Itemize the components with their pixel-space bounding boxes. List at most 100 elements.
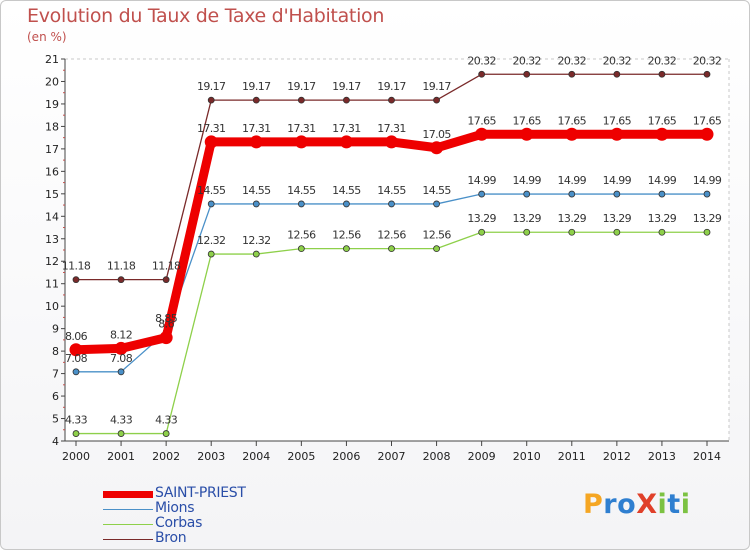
data-point-bron bbox=[297, 96, 305, 104]
x-tick-label: 2010 bbox=[513, 450, 541, 463]
data-point-bron bbox=[388, 96, 395, 104]
data-point-corbas bbox=[613, 228, 621, 236]
x-tick-label: 2005 bbox=[287, 450, 315, 463]
data-label-saint-priest: 17.31 bbox=[332, 122, 361, 135]
data-point-saint-priest bbox=[430, 141, 444, 155]
data-label-corbas: 12.56 bbox=[377, 229, 406, 242]
y-tick-label: 16 bbox=[45, 165, 59, 178]
data-point-corbas bbox=[72, 430, 80, 437]
data-label-saint-priest: 8.12 bbox=[110, 328, 132, 341]
data-label-bron: 20.32 bbox=[467, 54, 496, 67]
logo-letter: o bbox=[617, 489, 637, 520]
data-label-mions: 14.55 bbox=[287, 184, 316, 197]
data-label-bron: 19.17 bbox=[332, 80, 361, 93]
data-point-corbas bbox=[478, 228, 486, 236]
data-label-mions: 14.99 bbox=[512, 174, 541, 187]
data-point-corbas bbox=[207, 250, 215, 258]
data-label-mions: 14.55 bbox=[242, 184, 271, 197]
data-point-saint-priest bbox=[204, 135, 218, 149]
logo-letter: P bbox=[583, 489, 604, 520]
data-label-mions: 14.99 bbox=[648, 174, 677, 187]
data-point-corbas bbox=[297, 245, 305, 253]
data-label-corbas: 12.56 bbox=[287, 229, 316, 242]
data-label-mions: 14.55 bbox=[197, 184, 226, 197]
data-point-corbas bbox=[568, 228, 576, 236]
data-label-bron: 11.18 bbox=[152, 260, 181, 273]
legend-label-bron: Bron bbox=[155, 530, 187, 546]
data-point-bron bbox=[207, 96, 215, 104]
chart-title: Evolution du Taux de Taxe d'Habitation bbox=[27, 5, 385, 27]
data-point-mions bbox=[703, 190, 711, 198]
data-label-bron: 19.17 bbox=[377, 80, 406, 93]
data-label-mions: 14.99 bbox=[558, 174, 587, 187]
data-point-saint-priest bbox=[565, 127, 579, 141]
y-tick-label: 19 bbox=[45, 98, 59, 111]
legend-swatch-bron bbox=[103, 539, 153, 540]
data-point-corbas bbox=[252, 250, 260, 258]
data-label-corbas: 13.29 bbox=[467, 212, 496, 225]
data-point-mions bbox=[478, 190, 486, 198]
y-tick-label: 14 bbox=[45, 210, 59, 223]
legend-label-mions: Mions bbox=[155, 500, 195, 516]
proxiti-logo[interactable]: ProXiti bbox=[583, 489, 690, 520]
data-point-bron bbox=[658, 70, 666, 78]
data-point-mions bbox=[613, 190, 621, 198]
y-tick-label: 17 bbox=[45, 143, 59, 156]
data-point-bron bbox=[703, 70, 711, 78]
x-tick-label: 2003 bbox=[197, 450, 225, 463]
data-point-mions bbox=[658, 190, 666, 198]
data-label-corbas: 12.32 bbox=[197, 234, 226, 247]
data-point-saint-priest bbox=[294, 135, 308, 149]
data-point-saint-priest bbox=[475, 127, 489, 141]
data-label-saint-priest: 8.06 bbox=[65, 330, 88, 343]
legend-swatch-corbas bbox=[103, 524, 153, 525]
data-point-bron bbox=[343, 96, 350, 104]
data-point-bron bbox=[433, 96, 440, 104]
data-label-saint-priest: 17.31 bbox=[242, 122, 271, 135]
data-point-mions bbox=[297, 200, 305, 208]
data-point-bron bbox=[252, 96, 260, 104]
data-label-mions: 14.99 bbox=[467, 174, 496, 187]
y-tick-label: 10 bbox=[45, 300, 59, 313]
data-point-corbas bbox=[117, 430, 125, 437]
data-point-mions bbox=[117, 368, 125, 376]
x-tick-label: 2014 bbox=[693, 450, 721, 463]
y-tick-label: 12 bbox=[45, 255, 59, 268]
y-tick-label: 6 bbox=[52, 390, 59, 403]
data-point-corbas bbox=[433, 245, 440, 253]
logo-letter: r bbox=[603, 489, 618, 520]
data-label-saint-priest: 17.31 bbox=[197, 122, 226, 135]
data-label-saint-priest: 17.65 bbox=[648, 114, 677, 127]
data-label-mions: 14.99 bbox=[693, 174, 722, 187]
y-tick-label: 18 bbox=[45, 120, 59, 133]
y-tick-label: 8 bbox=[52, 345, 59, 358]
data-point-mions bbox=[433, 200, 440, 208]
legend-label-corbas: Corbas bbox=[155, 515, 203, 531]
y-axis-unit-label: (en %) bbox=[27, 30, 67, 44]
data-point-mions bbox=[523, 190, 531, 198]
data-label-bron: 19.17 bbox=[287, 80, 316, 93]
data-label-saint-priest: 17.65 bbox=[467, 114, 496, 127]
data-point-saint-priest bbox=[114, 341, 128, 355]
data-point-bron bbox=[162, 276, 170, 284]
y-tick-label: 13 bbox=[45, 233, 59, 246]
y-tick-label: 21 bbox=[45, 53, 59, 66]
data-label-saint-priest: 17.31 bbox=[287, 122, 316, 135]
data-point-corbas bbox=[162, 430, 170, 437]
y-tick-label: 11 bbox=[45, 278, 59, 291]
data-label-corbas: 12.56 bbox=[422, 229, 451, 242]
data-point-corbas bbox=[523, 228, 531, 236]
data-label-corbas: 4.33 bbox=[65, 414, 88, 427]
y-tick-label: 20 bbox=[45, 75, 59, 88]
data-label-mions: 8.85 bbox=[155, 312, 178, 325]
data-point-bron bbox=[523, 70, 531, 78]
data-label-corbas: 12.32 bbox=[242, 234, 271, 247]
data-point-corbas bbox=[388, 245, 395, 253]
data-label-corbas: 13.29 bbox=[693, 212, 722, 225]
y-tick-label: 9 bbox=[52, 323, 59, 336]
data-label-corbas: 13.29 bbox=[648, 212, 677, 225]
data-point-saint-priest bbox=[610, 127, 624, 141]
data-point-bron bbox=[478, 70, 486, 78]
x-tick-label: 2006 bbox=[332, 450, 360, 463]
